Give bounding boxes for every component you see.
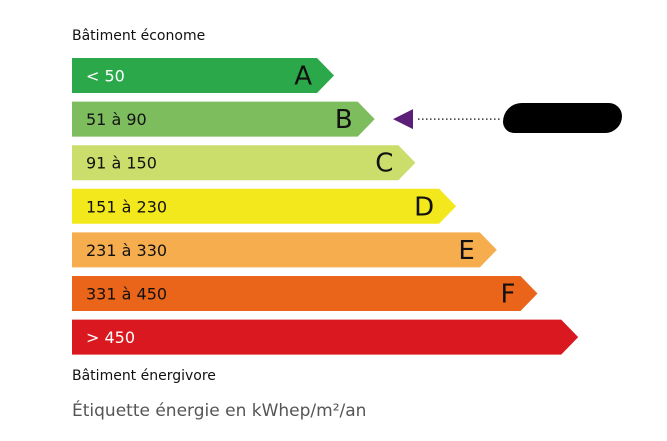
energy-bar-E: [72, 232, 497, 268]
range-label-A: < 50: [86, 67, 125, 86]
class-letter-B: B: [335, 105, 353, 135]
footer-caption: Étiquette énergie en kWhep/m²/an: [72, 401, 367, 421]
range-label-B: 51 à 90: [86, 110, 147, 129]
energy-bar-A: [72, 58, 334, 93]
class-letter-A: A: [294, 62, 312, 92]
class-letter-C: C: [375, 149, 393, 179]
class-letter-E: E: [458, 236, 474, 266]
range-label-D: 151 à 230: [86, 197, 167, 216]
range-label-F: 331 à 450: [86, 285, 167, 304]
range-label-C: 91 à 150: [86, 154, 157, 173]
class-letter-D: D: [414, 192, 434, 222]
range-label-E: 231 à 330: [86, 241, 167, 260]
bottom-label: Bâtiment énergivore: [72, 368, 216, 384]
energy-bar-D: [72, 188, 457, 224]
energy-bar-G: [72, 319, 579, 355]
indicator-arrow-icon: [393, 109, 413, 130]
top-label: Bâtiment économe: [72, 28, 206, 44]
energy-bar-F: [72, 276, 538, 311]
class-letter-F: F: [501, 280, 516, 310]
redacted-value: [503, 103, 622, 133]
energy-bar-B: [72, 101, 375, 137]
energy-bar-C: [72, 145, 416, 181]
range-label-G: > 450: [86, 328, 135, 347]
